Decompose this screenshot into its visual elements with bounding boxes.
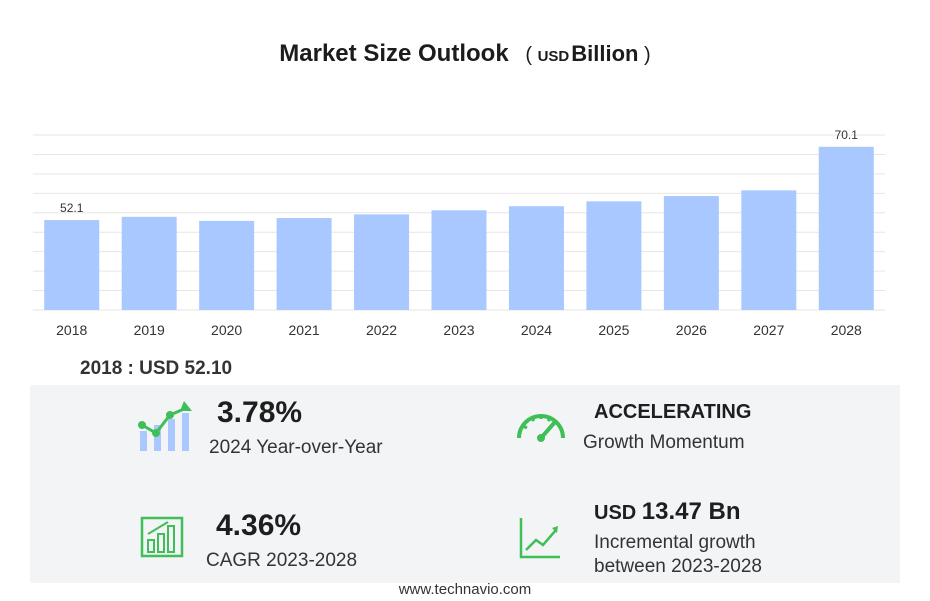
momentum-label: Growth Momentum — [583, 432, 745, 453]
x-tick-2022: 2022 — [366, 322, 397, 338]
incremental-prefix: USD — [594, 502, 637, 524]
title-open-paren: ( — [525, 44, 533, 66]
momentum-value: ACCELERATING — [594, 401, 752, 423]
title-main: Market Size Outlook — [279, 40, 509, 67]
bar-2024 — [508, 206, 564, 310]
x-tick-2026: 2026 — [676, 322, 707, 338]
incremental-label-line1: Incremental growth — [594, 532, 756, 553]
bar-2019 — [121, 216, 177, 310]
x-tick-2024: 2024 — [521, 322, 552, 338]
bar-2027 — [741, 190, 797, 310]
footer-url: www.technavio.com — [398, 581, 532, 598]
bar-2022 — [354, 214, 410, 310]
bar-2021 — [276, 218, 332, 310]
bar-2018 — [44, 220, 100, 310]
title-unit: USD — [537, 48, 570, 65]
incremental-value: USD 13.47 Bn — [594, 498, 741, 526]
x-tick-2028: 2028 — [831, 322, 862, 338]
x-tick-2025: 2025 — [598, 322, 629, 338]
base-year-label: 2018 : USD 52.10 — [80, 358, 233, 379]
cagr-label: CAGR 2023-2028 — [206, 550, 358, 571]
speedometer-icon — [517, 414, 565, 442]
chart-title: Market Size Outlook ( USDBillion ) — [0, 40, 930, 68]
yoy-label: 2024 Year-over-Year — [209, 437, 383, 458]
bar-2028 — [818, 146, 874, 310]
trend-line-icon — [519, 518, 560, 559]
x-tick-2021: 2021 — [289, 322, 320, 338]
x-tick-2019: 2019 — [134, 322, 165, 338]
x-tick-2023: 2023 — [443, 322, 474, 338]
incremental-amount: 13.47 Bn — [641, 498, 741, 525]
bar-2020 — [199, 220, 255, 310]
data-label-2028: 70.1 — [835, 128, 859, 142]
x-tick-2027: 2027 — [753, 322, 784, 338]
yoy-value: 3.78% — [217, 396, 303, 429]
title-unit-group: ( USDBillion ) — [525, 41, 651, 66]
cagr-value: 4.36% — [216, 509, 302, 542]
bar-chart: 2018 52.1 2019 2020 2021 2022 2023 2024 2025 2026… — [33, 128, 885, 338]
bar-2023 — [431, 210, 487, 310]
x-tick-2018: 2018 — [56, 322, 87, 338]
data-label-2018: 52.1 — [60, 201, 84, 215]
bar-2026 — [663, 196, 719, 310]
title-close-paren: ) — [644, 44, 651, 66]
bar-chart-icon — [140, 516, 184, 558]
x-tick-2020: 2020 — [211, 322, 242, 338]
title-unit-word: Billion — [571, 41, 639, 66]
incremental-label-line2: between 2023-2028 — [594, 556, 762, 577]
bar-2025 — [586, 201, 642, 310]
growth-bars-icon — [138, 401, 192, 451]
